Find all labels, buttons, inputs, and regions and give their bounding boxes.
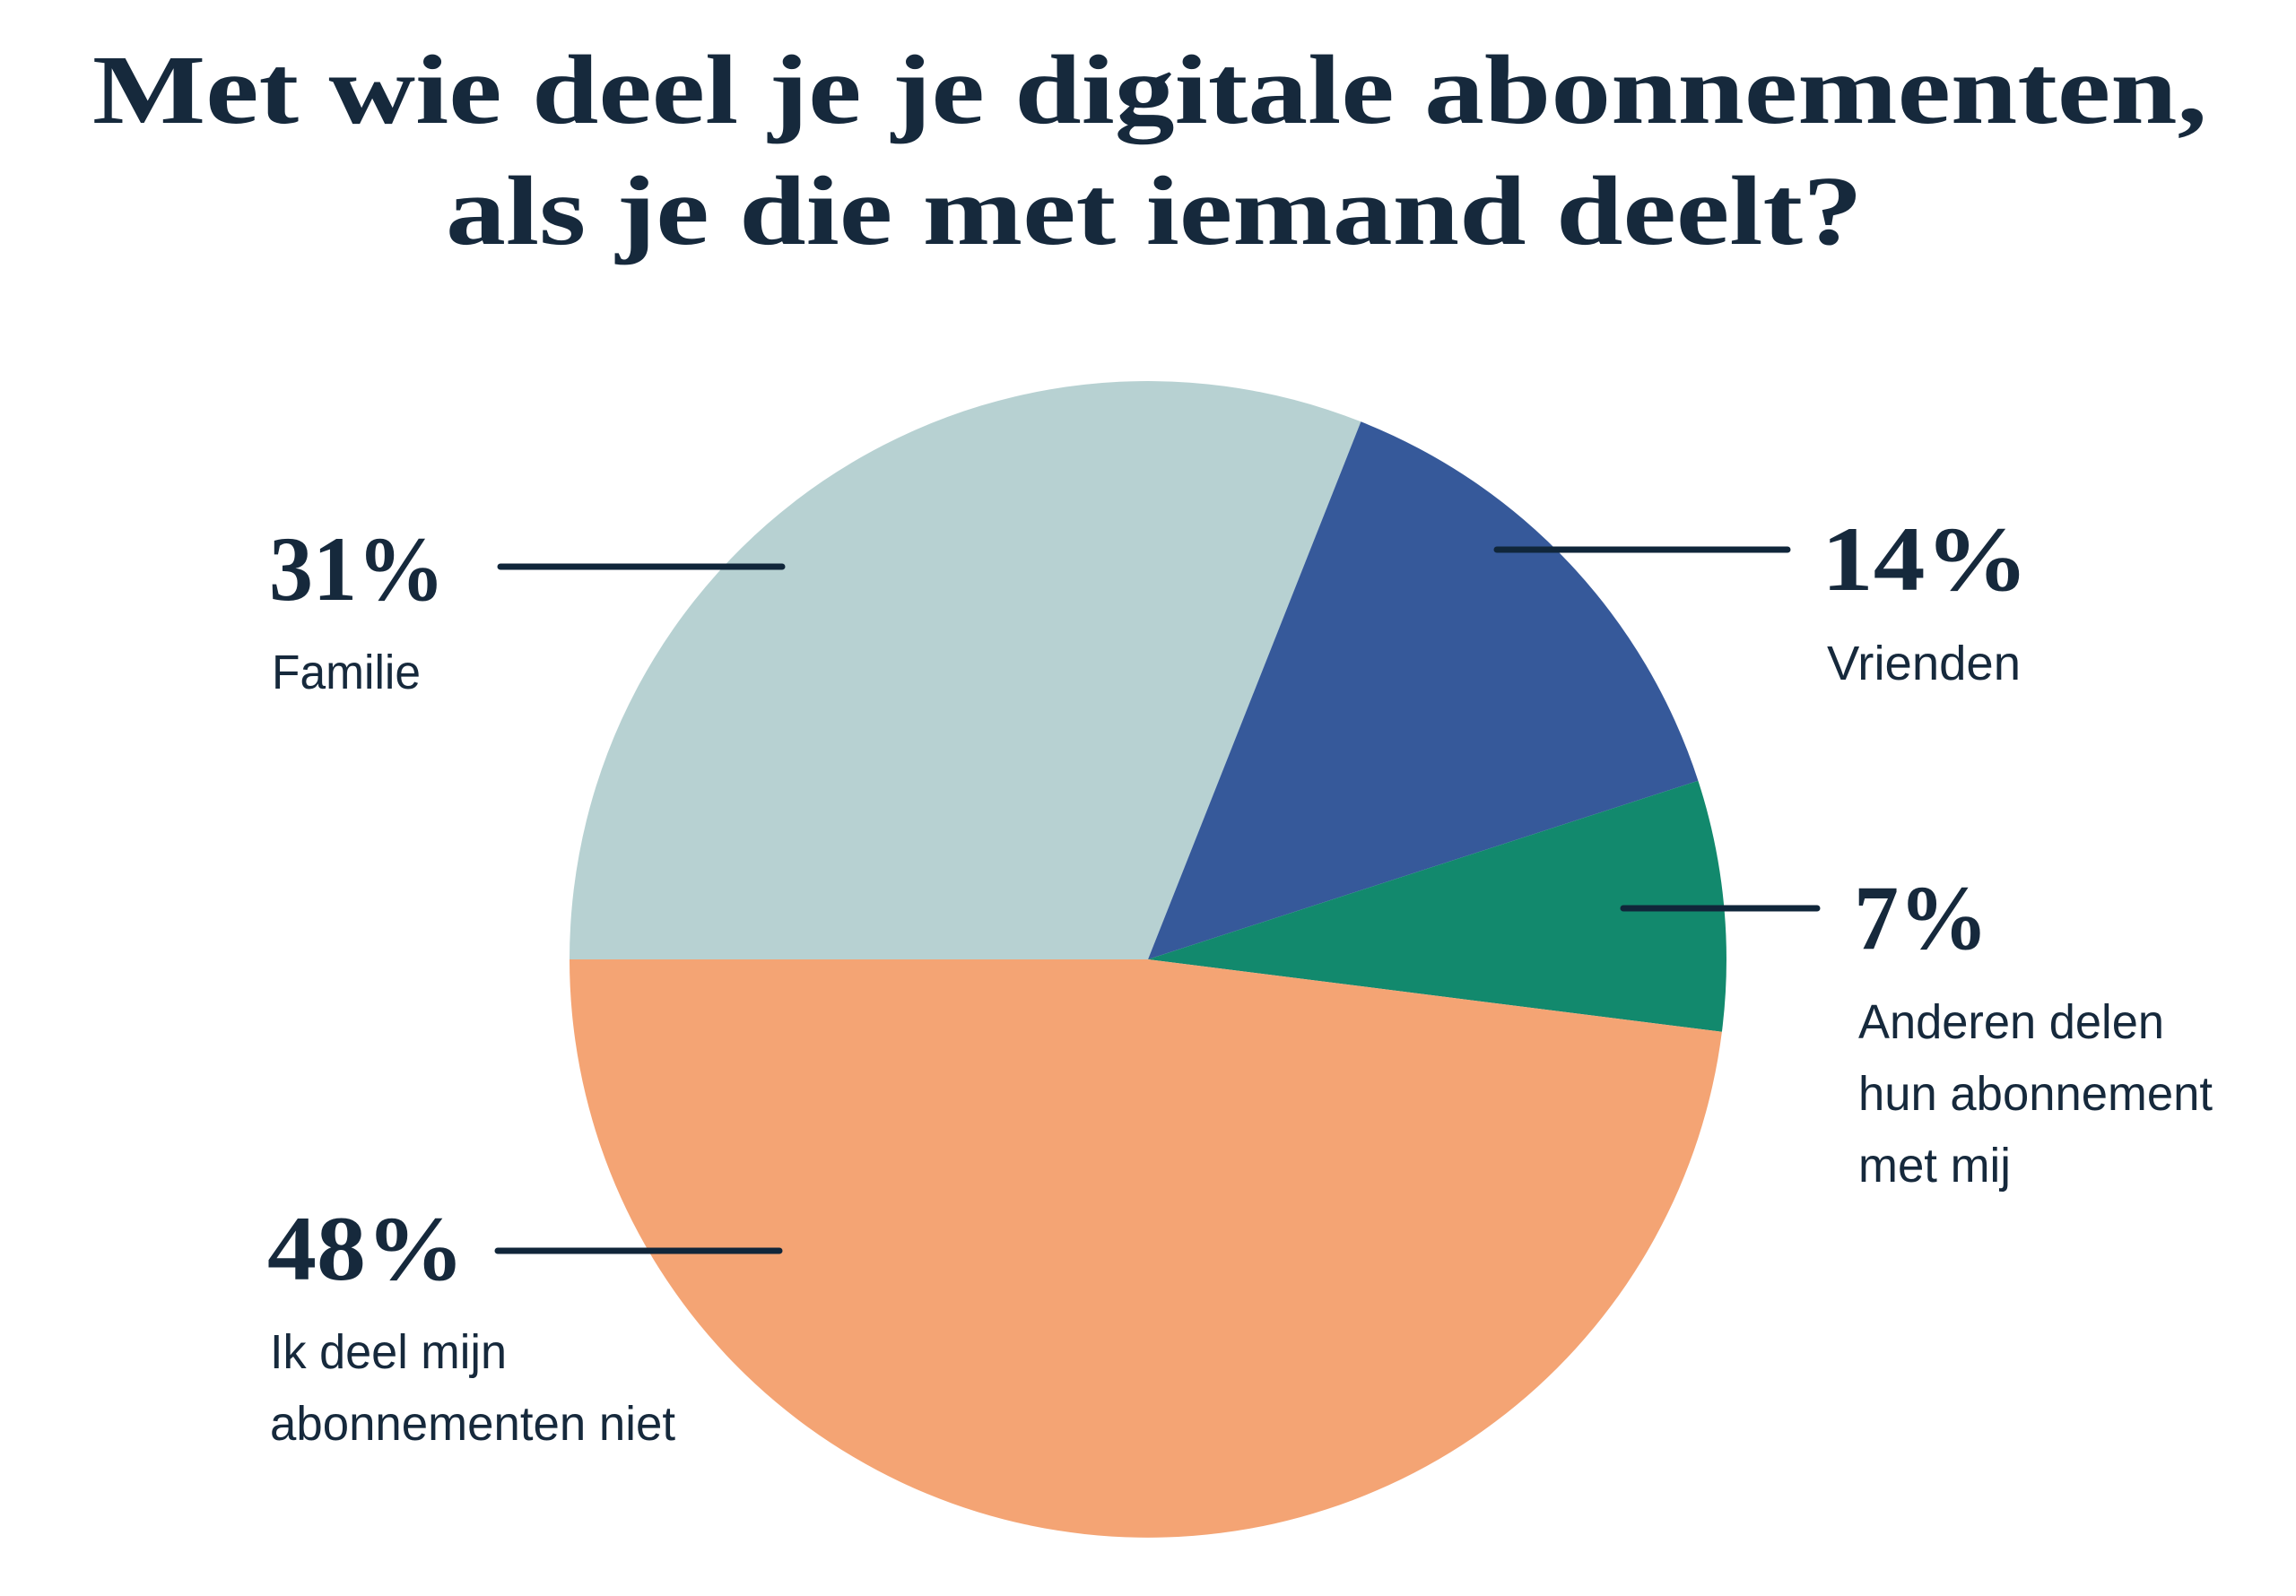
- svg-text:Met wie deel je je digitale ab: Met wie deel je je digitale abonnementen…: [92, 35, 2207, 144]
- svg-text:14%: 14%: [1822, 508, 2029, 611]
- svg-text:als je die met iemand deelt?: als je die met iemand deelt?: [446, 156, 1863, 265]
- svg-text:31%: 31%: [269, 518, 445, 620]
- svg-text:Vrienden: Vrienden: [1827, 637, 2021, 690]
- svg-text:met mij: met mij: [1858, 1139, 2011, 1193]
- svg-text:hun abonnement: hun abonnement: [1858, 1067, 2213, 1121]
- svg-text:7%: 7%: [1854, 867, 1988, 969]
- svg-text:Anderen delen: Anderen delen: [1858, 995, 2164, 1049]
- svg-text:Familie: Familie: [272, 646, 421, 699]
- svg-text:Ik deel mijn: Ik deel mijn: [270, 1325, 507, 1379]
- svg-text:abonnementen niet: abonnementen niet: [270, 1397, 675, 1451]
- svg-text:48%: 48%: [267, 1198, 465, 1300]
